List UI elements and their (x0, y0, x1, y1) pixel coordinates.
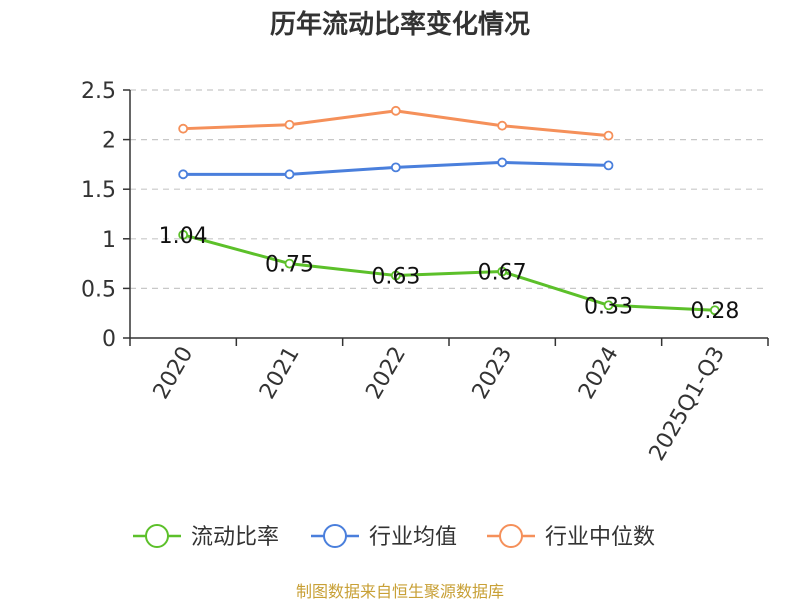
legend-marker (323, 524, 347, 548)
data-point (178, 229, 189, 240)
data-source-note: 制图数据来自恒生聚源数据库 (295, 582, 504, 601)
y-tick-label: 1.5 (81, 178, 116, 203)
data-point (603, 130, 614, 141)
data-point (603, 160, 614, 171)
x-tick-label: 2024 (574, 343, 624, 404)
data-label: 0.63 (371, 265, 420, 290)
y-tick-label: 0.5 (81, 277, 116, 302)
data-point (603, 300, 614, 311)
x-tick-label: 2023 (468, 343, 518, 404)
legend: 流动比率 行业均值 行业中位数 (133, 524, 655, 550)
y-tick-label: 2.5 (81, 79, 116, 104)
data-label: 0.28 (690, 299, 739, 324)
data-labels: 1.04 0.75 0.63 0.67 0.33 0.28 (159, 224, 740, 324)
y-tick-label: 2 (102, 129, 116, 154)
legend-marker (145, 524, 169, 548)
legend-marker (499, 524, 523, 548)
data-label: 0.67 (478, 261, 527, 286)
x-tick-label: 2021 (255, 343, 305, 404)
data-point (178, 169, 189, 180)
data-point (284, 169, 295, 180)
axes: 0 0.5 1 1.5 2 2.5 2020 2021 2022 2023 2024 2025Q1-Q… (81, 79, 769, 466)
data-point (390, 270, 401, 281)
data-point (390, 162, 401, 173)
y-tick-label: 1 (102, 228, 116, 253)
series-lines (178, 105, 720, 316)
legend-item: 流动比率 (133, 524, 279, 550)
data-point (284, 119, 295, 130)
data-point (497, 266, 508, 277)
legend-label: 行业中位数 (545, 525, 655, 550)
data-label: 0.75 (265, 253, 314, 278)
data-point (390, 105, 401, 116)
legend-label: 行业均值 (369, 525, 457, 550)
legend-item: 行业中位数 (487, 524, 655, 550)
data-point (497, 120, 508, 131)
x-tick-label: 2025Q1-Q3 (645, 343, 730, 466)
chart-title: 历年流动比率变化情况 (269, 10, 530, 40)
series-line-1 (182, 233, 715, 312)
legend-label: 流动比率 (191, 525, 279, 550)
data-label: 1.04 (159, 224, 208, 249)
grid-lines (130, 89, 768, 289)
data-point (178, 123, 189, 134)
x-tick-label: 2020 (149, 343, 199, 404)
data-point (709, 305, 720, 316)
legend-item: 行业均值 (311, 524, 457, 550)
y-tick-label: 0 (102, 327, 116, 352)
data-label: 0.33 (584, 294, 633, 319)
data-point (497, 157, 508, 168)
x-tick-label: 2022 (361, 343, 411, 404)
data-point (284, 258, 295, 269)
